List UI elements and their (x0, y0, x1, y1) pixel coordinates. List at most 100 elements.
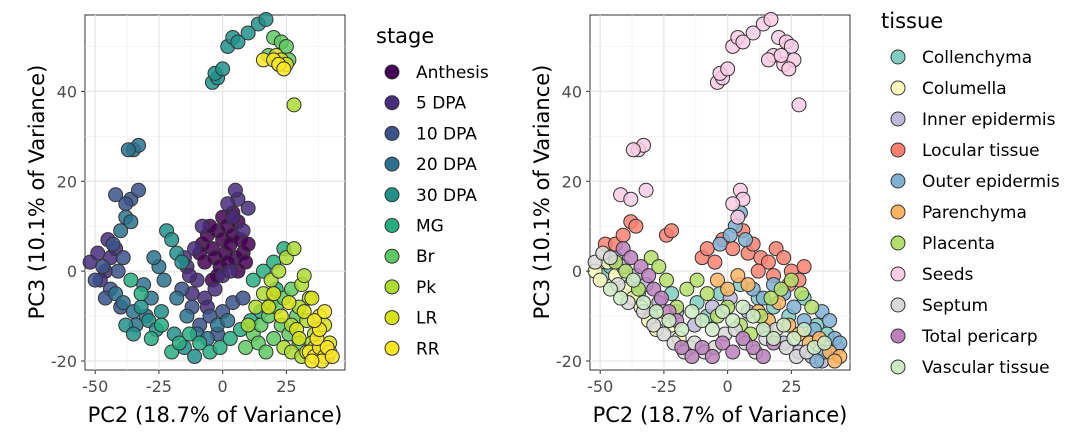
legend-label: Locular tissue (922, 141, 1040, 161)
data-point (763, 290, 779, 306)
legend-swatch (890, 235, 906, 251)
data-point (220, 196, 236, 212)
legend-title-stage: stage (376, 24, 434, 48)
x-axis-label-stage: PC2 (18.7% of Variance) (88, 403, 343, 427)
data-point (766, 331, 782, 347)
data-point (796, 322, 812, 338)
data-point (105, 236, 121, 252)
data-point (240, 317, 256, 333)
legend-swatch (384, 156, 400, 172)
data-point (735, 299, 751, 315)
legend-item-tissue: Total pericarp (890, 327, 1038, 347)
legend-swatch (890, 173, 906, 189)
data-point (755, 322, 771, 338)
legend-item-stage: 20 DPA (384, 155, 477, 175)
x-tick-label: -25 (651, 377, 677, 396)
data-point (804, 299, 820, 315)
legend-item-stage: LR (384, 309, 437, 329)
data-point (694, 340, 710, 356)
data-point (261, 299, 277, 315)
data-point (745, 308, 761, 324)
points-stage (82, 11, 340, 369)
data-point (187, 241, 203, 257)
data-point (720, 61, 736, 77)
data-point (235, 290, 251, 306)
y-tick-label: 40 (562, 82, 582, 101)
data-point (661, 313, 677, 329)
data-point (656, 326, 672, 342)
legend-swatch (890, 204, 906, 220)
data-point (817, 335, 833, 351)
data-point (725, 344, 741, 360)
legend-item-stage: RR (384, 339, 440, 359)
data-point (131, 182, 147, 198)
data-point (674, 340, 690, 356)
y-axis-label-stage: PC3 (10.1% of Variance) (25, 65, 49, 320)
data-point (192, 335, 208, 351)
tissue-panel: -50 -25 0 25 -20 0 20 40 PC2 (18.7% of Varianc… (530, 9, 1060, 427)
data-point (699, 286, 715, 302)
data-point (725, 241, 741, 257)
legend-label: Outer epidermis (922, 172, 1060, 192)
data-point (648, 304, 664, 320)
data-point (222, 263, 238, 279)
legend-swatch (384, 340, 400, 356)
legend-swatch (384, 95, 400, 111)
data-point (125, 326, 141, 342)
legend-item-stage: 10 DPA (384, 124, 477, 144)
data-point (720, 281, 736, 297)
legend-label: 10 DPA (416, 124, 477, 144)
y-tick-label: 0 (67, 262, 77, 281)
legend-item-tissue: Septum (890, 296, 988, 316)
x-tick-labels-tissue: -50 -25 0 25 (587, 370, 802, 396)
data-point (306, 313, 322, 329)
data-point (636, 295, 652, 311)
legend-label: Placenta (922, 234, 995, 254)
data-point (735, 331, 751, 347)
legend-swatch (384, 310, 400, 326)
data-point (699, 241, 715, 257)
data-point (143, 331, 159, 347)
legend-swatch (384, 218, 400, 233)
legend-item-stage: Br (384, 247, 435, 267)
data-point (786, 331, 802, 347)
legend-item-tissue: Parenchyma (890, 203, 1027, 223)
data-point (760, 254, 776, 270)
data-point (623, 191, 639, 207)
legend-label: Parenchyma (922, 203, 1027, 223)
data-point (709, 272, 725, 288)
data-point (133, 286, 149, 302)
data-point (763, 11, 779, 27)
data-point (651, 259, 667, 275)
y-tick-labels-stage: -20 0 20 40 (51, 82, 85, 371)
data-point (87, 272, 103, 288)
legend-label: Septum (922, 296, 988, 316)
data-point (286, 97, 302, 113)
y-tick-label: -20 (556, 352, 582, 371)
data-point (737, 232, 753, 248)
data-point (171, 335, 187, 351)
data-point (694, 313, 710, 329)
data-point (258, 344, 274, 360)
data-point (271, 263, 287, 279)
data-point (592, 272, 608, 288)
data-point (750, 263, 766, 279)
legend-label: Vascular tissue (922, 358, 1050, 378)
data-point (95, 259, 111, 275)
data-point (625, 272, 641, 288)
data-point (182, 268, 198, 284)
data-point (153, 304, 169, 320)
legend-swatch (384, 64, 400, 80)
data-point (220, 313, 236, 329)
legend-item-stage: 5 DPA (384, 94, 466, 114)
stage-panel: -50 -25 0 25 -20 0 20 40 PC2 (18.7% of Varianc… (25, 11, 489, 427)
legend-label: LR (416, 309, 437, 329)
legend-label: Pk (416, 278, 436, 298)
data-point (712, 236, 728, 252)
data-point (602, 281, 618, 297)
data-point (745, 25, 761, 41)
data-point (653, 290, 669, 306)
data-point (776, 250, 792, 266)
legend-label: Seeds (922, 265, 974, 285)
data-point (760, 52, 776, 68)
